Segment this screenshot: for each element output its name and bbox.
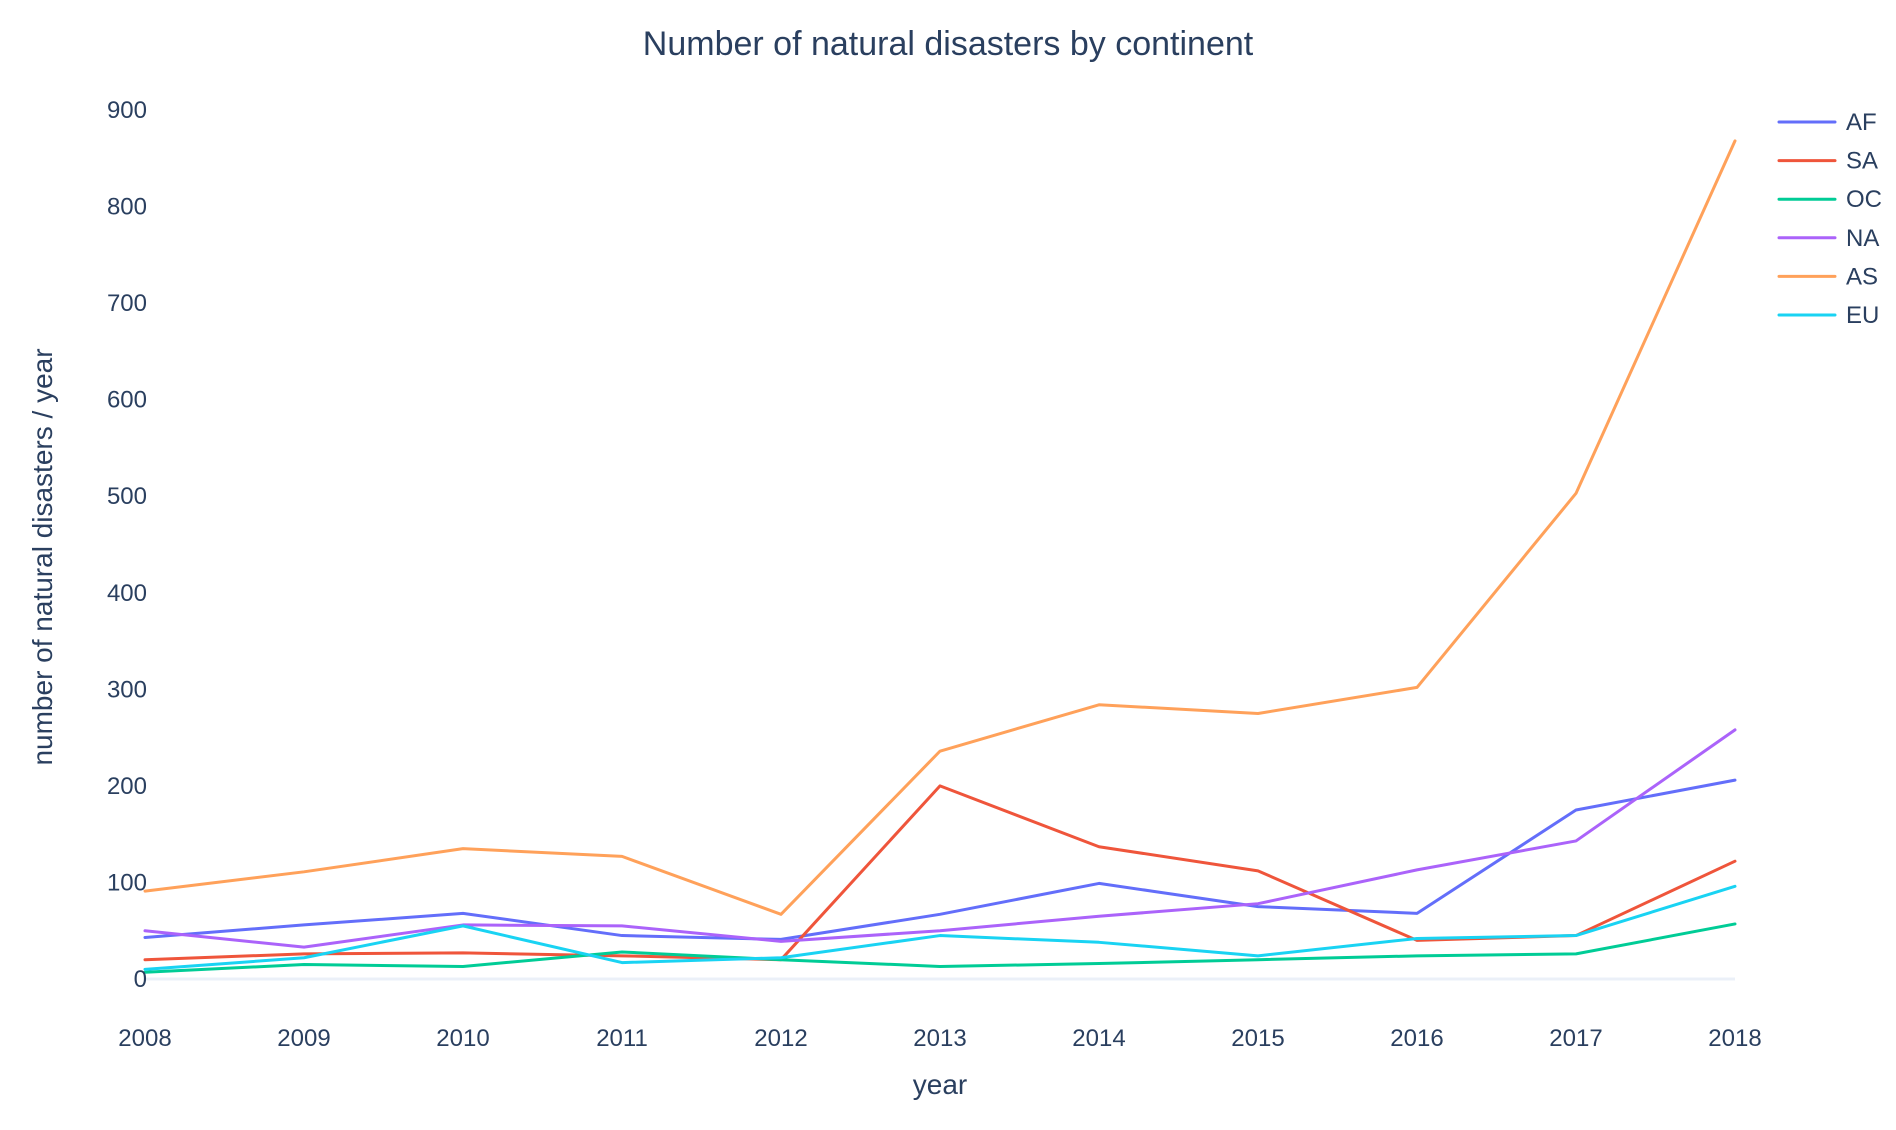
x-tick-label: 2011 xyxy=(596,1025,648,1052)
legend-item-sa[interactable]: SA xyxy=(1777,148,1878,175)
legend-item-eu[interactable]: EU xyxy=(1777,302,1879,329)
legend-label-sa: SA xyxy=(1846,148,1878,175)
y-tick-label: 800 xyxy=(107,194,147,221)
legend-label-oc: OC xyxy=(1846,186,1882,213)
y-tick-label: 500 xyxy=(107,483,147,510)
y-tick-label: 400 xyxy=(107,580,147,607)
x-tick-label: 2016 xyxy=(1390,1025,1443,1052)
series-line-na xyxy=(143,728,1737,949)
x-axis-ticks: 2008 2009 2010 2011 2012 2013 2014 2015 2016 2017… xyxy=(118,1025,1761,1052)
legend-item-as[interactable]: AS xyxy=(1777,263,1878,290)
y-tick-label: 100 xyxy=(107,869,147,896)
series-line-oc xyxy=(143,922,1737,974)
series-layer xyxy=(143,139,1737,974)
x-tick-label: 2015 xyxy=(1231,1025,1284,1052)
x-axis-title: year xyxy=(913,1069,967,1100)
y-axis-ticks: 0 100 200 300 400 500 600 700 800 900 xyxy=(107,97,147,993)
legend-label-eu: EU xyxy=(1846,302,1879,329)
x-tick-label: 2009 xyxy=(277,1025,330,1052)
y-tick-label: 600 xyxy=(107,387,147,414)
legend-item-oc[interactable]: OC xyxy=(1777,186,1882,213)
legend[interactable]: AF SA OC NA AS EU xyxy=(1777,109,1882,329)
x-tick-label: 2012 xyxy=(754,1025,807,1052)
y-tick-label: 900 xyxy=(107,97,147,124)
chart-title: Number of natural disasters by continent xyxy=(643,25,1254,63)
y-tick-label: 700 xyxy=(107,290,147,317)
series-line-sa xyxy=(143,784,1737,962)
series-line-eu xyxy=(143,884,1737,971)
legend-item-na[interactable]: NA xyxy=(1777,225,1879,252)
x-tick-label: 2017 xyxy=(1549,1025,1602,1052)
legend-label-as: AS xyxy=(1846,263,1878,290)
x-tick-label: 2010 xyxy=(436,1025,489,1052)
y-tick-label: 0 xyxy=(134,966,147,993)
x-tick-label: 2018 xyxy=(1708,1025,1761,1052)
legend-label-af: AF xyxy=(1846,109,1877,136)
y-axis-title: number of natural disasters / year xyxy=(27,348,58,765)
series-line-af xyxy=(143,778,1737,941)
x-tick-label: 2008 xyxy=(118,1025,171,1052)
y-tick-label: 200 xyxy=(107,773,147,800)
y-tick-label: 300 xyxy=(107,676,147,703)
x-tick-label: 2013 xyxy=(913,1025,966,1052)
x-tick-label: 2014 xyxy=(1072,1025,1125,1052)
legend-label-na: NA xyxy=(1846,225,1879,252)
legend-item-af[interactable]: AF xyxy=(1777,109,1877,136)
series-line-as xyxy=(143,139,1737,916)
plot-area xyxy=(143,139,1737,981)
